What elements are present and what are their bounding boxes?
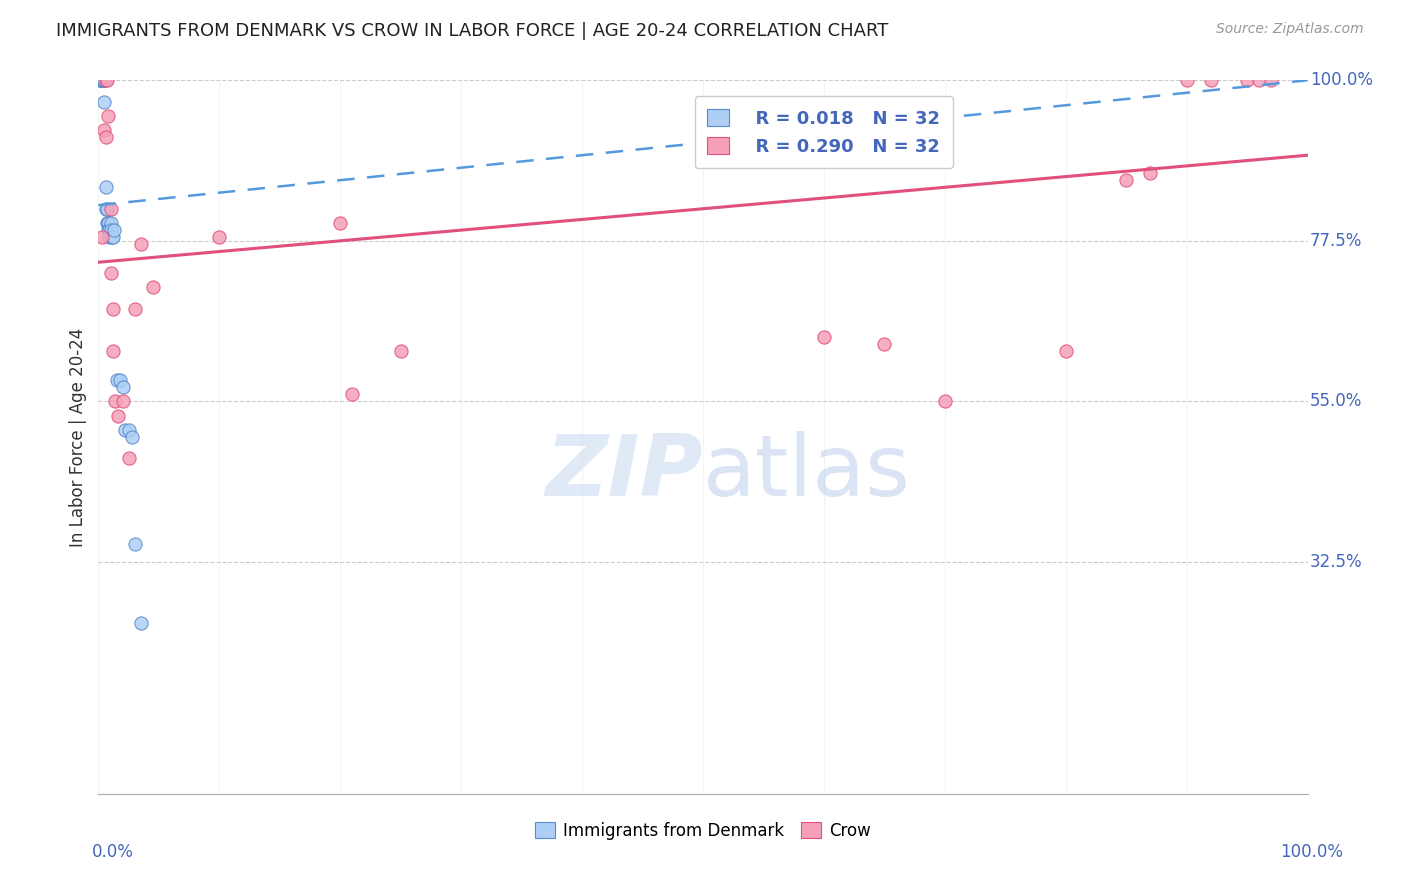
Point xyxy=(813,330,835,344)
Point xyxy=(1115,173,1137,187)
Point xyxy=(100,202,122,216)
Point xyxy=(91,73,114,87)
Point xyxy=(1199,73,1222,87)
Point xyxy=(129,237,152,252)
Point xyxy=(94,202,117,216)
Point xyxy=(101,344,124,359)
Point xyxy=(97,109,120,123)
Point xyxy=(118,423,141,437)
Point xyxy=(1236,73,1258,87)
Point xyxy=(93,73,115,87)
Text: 100.0%: 100.0% xyxy=(1310,71,1374,89)
Point xyxy=(98,230,121,244)
Text: 0.0%: 0.0% xyxy=(91,843,134,861)
Point xyxy=(97,216,120,230)
Point xyxy=(91,73,114,87)
Text: 100.0%: 100.0% xyxy=(1279,843,1343,861)
Point xyxy=(93,123,115,137)
Point xyxy=(1175,73,1198,87)
Point xyxy=(96,73,118,87)
Point xyxy=(100,223,122,237)
Point xyxy=(98,223,121,237)
Point xyxy=(208,230,231,244)
Point xyxy=(129,615,152,630)
Point xyxy=(90,73,112,87)
Point xyxy=(107,409,129,423)
Text: 55.0%: 55.0% xyxy=(1310,392,1362,410)
Point xyxy=(111,380,134,394)
Point xyxy=(111,394,134,409)
Text: IMMIGRANTS FROM DENMARK VS CROW IN LABOR FORCE | AGE 20-24 CORRELATION CHART: IMMIGRANTS FROM DENMARK VS CROW IN LABOR… xyxy=(56,22,889,40)
Point xyxy=(1139,166,1161,180)
Point xyxy=(97,223,120,237)
Text: atlas: atlas xyxy=(703,431,911,515)
Point xyxy=(91,73,114,87)
Point xyxy=(100,216,122,230)
Point xyxy=(101,230,124,244)
Point xyxy=(1249,73,1271,87)
Point xyxy=(100,230,122,244)
Point xyxy=(100,266,122,280)
Point xyxy=(91,73,114,87)
Point xyxy=(114,423,136,437)
Point xyxy=(94,180,117,194)
Point xyxy=(124,301,146,316)
Point xyxy=(90,73,112,87)
Text: 77.5%: 77.5% xyxy=(1310,232,1362,250)
Point xyxy=(94,130,117,145)
Point xyxy=(389,344,412,359)
Point xyxy=(93,73,115,87)
Point xyxy=(873,337,896,351)
Point xyxy=(91,230,114,244)
Y-axis label: In Labor Force | Age 20-24: In Labor Force | Age 20-24 xyxy=(69,327,87,547)
Text: Source: ZipAtlas.com: Source: ZipAtlas.com xyxy=(1216,22,1364,37)
Point xyxy=(104,394,127,409)
Point xyxy=(96,216,118,230)
Point xyxy=(342,387,364,401)
Point xyxy=(103,223,125,237)
Point xyxy=(142,280,165,294)
Point xyxy=(93,95,115,109)
Point xyxy=(934,394,956,409)
Point xyxy=(101,301,124,316)
Point xyxy=(89,73,111,87)
Text: ZIP: ZIP xyxy=(546,431,703,515)
Point xyxy=(329,216,352,230)
Legend: Immigrants from Denmark, Crow: Immigrants from Denmark, Crow xyxy=(529,815,877,847)
Point xyxy=(118,451,141,466)
Point xyxy=(124,537,146,551)
Point xyxy=(105,373,128,387)
Point xyxy=(108,373,131,387)
Point xyxy=(94,73,117,87)
Point xyxy=(97,216,120,230)
Point xyxy=(1054,344,1077,359)
Point xyxy=(1260,73,1282,87)
Point xyxy=(96,202,118,216)
Text: 32.5%: 32.5% xyxy=(1310,553,1362,571)
Point xyxy=(121,430,143,444)
